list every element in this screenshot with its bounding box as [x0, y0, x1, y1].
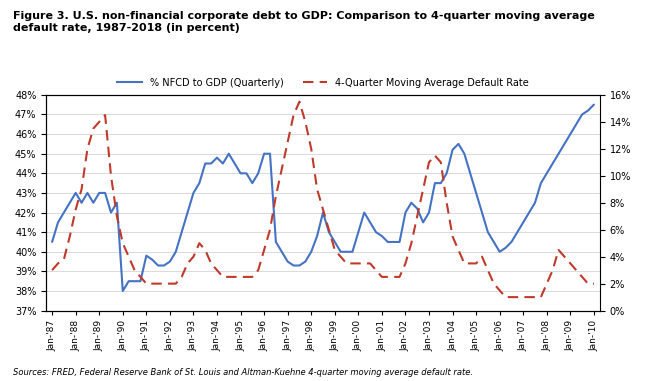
- Legend: % NFCD to GDP (Quarterly), 4-Quarter Moving Average Default Rate: % NFCD to GDP (Quarterly), 4-Quarter Mov…: [114, 74, 532, 91]
- Text: Figure 3. U.S. non-financial corporate debt to GDP: Comparison to 4-quarter movi: Figure 3. U.S. non-financial corporate d…: [13, 11, 595, 33]
- Text: Sources: FRED, Federal Reserve Bank of St. Louis and Altman-Kuehne 4-quarter mov: Sources: FRED, Federal Reserve Bank of S…: [13, 368, 473, 377]
